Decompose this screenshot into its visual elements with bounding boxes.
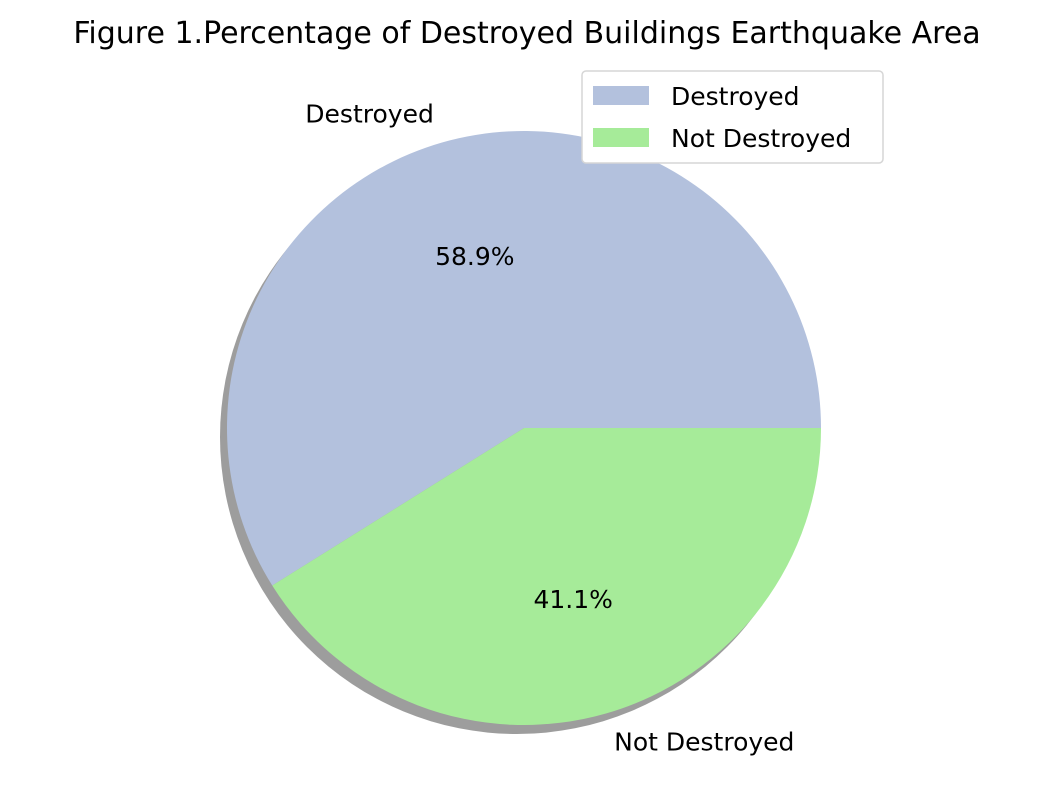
- legend-swatch-destroyed: [593, 86, 649, 105]
- chart-title: Figure 1.Percentage of Destroyed Buildin…: [73, 16, 980, 51]
- pie-slice-not-destroyed: [272, 428, 822, 725]
- slice-label-not-destroyed: Not Destroyed: [614, 728, 794, 757]
- legend-box: [581, 70, 884, 164]
- legend-label-destroyed: Destroyed: [671, 82, 800, 111]
- pie-slices: [226, 130, 822, 725]
- pie-slice-destroyed: [226, 130, 822, 586]
- pct-label-destroyed: 58.9%: [435, 242, 514, 271]
- legend: Destroyed Not Destroyed: [581, 70, 884, 164]
- legend-swatch-not-destroyed: [593, 128, 649, 147]
- legend-label-not-destroyed: Not Destroyed: [671, 124, 851, 153]
- pie-labels: 58.9% Destroyed 41.1% Not Destroyed: [305, 99, 794, 756]
- slice-label-destroyed: Destroyed: [305, 99, 434, 128]
- pct-label-not-destroyed: 41.1%: [533, 585, 612, 614]
